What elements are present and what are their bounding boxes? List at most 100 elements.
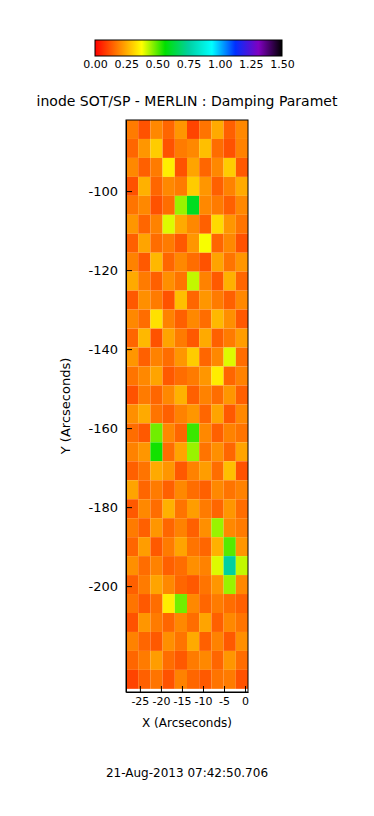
y-axis: -200-180-160-140-120-100	[88, 121, 132, 693]
x-tick-mark	[161, 686, 162, 692]
cell	[187, 404, 199, 423]
cell	[187, 651, 199, 670]
cell	[199, 196, 211, 215]
cell	[138, 234, 150, 253]
cell	[126, 461, 138, 480]
cell	[199, 329, 211, 348]
cell	[211, 177, 223, 196]
cell	[236, 329, 248, 348]
x-tick: -25	[131, 686, 149, 708]
cell	[175, 329, 187, 348]
cell	[236, 348, 248, 367]
cell	[211, 556, 223, 575]
cell	[175, 480, 187, 499]
cell	[187, 139, 199, 158]
cell	[211, 518, 223, 537]
cell	[126, 651, 138, 670]
cell	[138, 196, 150, 215]
cell	[236, 234, 248, 253]
x-tick-label: -20	[152, 695, 170, 708]
cell	[138, 518, 150, 537]
cell	[138, 613, 150, 632]
cell	[163, 120, 175, 139]
cell	[138, 272, 150, 291]
cell	[187, 575, 199, 594]
cell	[199, 348, 211, 367]
y-tick: -160	[88, 421, 132, 436]
cell	[126, 613, 138, 632]
cell	[163, 442, 175, 461]
cell	[224, 480, 236, 499]
cell	[199, 423, 211, 442]
cell	[175, 234, 187, 253]
y-tick-label: -160	[88, 421, 118, 436]
cell	[126, 442, 138, 461]
cell	[163, 385, 175, 404]
cell	[211, 404, 223, 423]
cell	[150, 348, 162, 367]
cell	[126, 404, 138, 423]
cell	[224, 537, 236, 556]
cell	[175, 196, 187, 215]
cell	[199, 366, 211, 385]
x-tick-label: 0	[242, 695, 249, 708]
cell	[211, 120, 223, 139]
cell	[236, 613, 248, 632]
cell	[150, 537, 162, 556]
cell	[150, 461, 162, 480]
cell	[150, 310, 162, 329]
cell	[126, 253, 138, 272]
cell	[224, 404, 236, 423]
colorbar-tick-label: 0.50	[146, 58, 171, 71]
y-tick-label: -120	[88, 263, 118, 278]
x-tick-mark	[203, 686, 204, 692]
cell	[126, 215, 138, 234]
cell	[199, 385, 211, 404]
cell	[224, 139, 236, 158]
cell	[211, 291, 223, 310]
cell	[175, 499, 187, 518]
cell	[224, 234, 236, 253]
cell	[211, 613, 223, 632]
cell	[175, 272, 187, 291]
cell	[126, 196, 138, 215]
cell	[126, 499, 138, 518]
cell	[150, 480, 162, 499]
cell	[138, 651, 150, 670]
cell	[224, 499, 236, 518]
cell	[211, 139, 223, 158]
cell	[199, 651, 211, 670]
cell	[175, 442, 187, 461]
cell	[224, 670, 236, 689]
colorbar-tick-label: 1.50	[270, 58, 295, 71]
colorbar-tick: 1.00	[208, 56, 233, 71]
cell	[150, 272, 162, 291]
cell	[187, 613, 199, 632]
cell	[138, 215, 150, 234]
cell	[126, 120, 138, 139]
cell	[150, 291, 162, 310]
cell	[236, 215, 248, 234]
cell	[175, 651, 187, 670]
cell	[175, 310, 187, 329]
cell	[224, 575, 236, 594]
cell	[211, 651, 223, 670]
cell	[175, 120, 187, 139]
title: inode SOT/SP - MERLIN : Damping Paramet	[37, 93, 338, 109]
cell	[126, 537, 138, 556]
cell	[199, 670, 211, 689]
cell	[150, 196, 162, 215]
cell	[126, 518, 138, 537]
cell	[163, 613, 175, 632]
cell	[150, 613, 162, 632]
cell	[163, 158, 175, 177]
cell	[224, 215, 236, 234]
cell	[224, 158, 236, 177]
cell	[175, 556, 187, 575]
cell	[138, 385, 150, 404]
cell	[126, 234, 138, 253]
cell	[211, 366, 223, 385]
cell	[211, 423, 223, 442]
cell	[187, 518, 199, 537]
cell	[224, 556, 236, 575]
